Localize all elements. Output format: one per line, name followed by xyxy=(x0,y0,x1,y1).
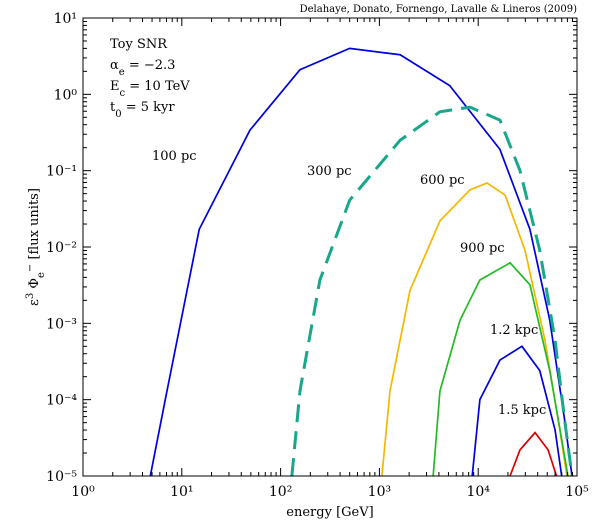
x-tick-label: 10² xyxy=(269,484,292,500)
y-tick-label: 10⁰ xyxy=(54,87,78,103)
info-line: t0 = 5 kyr xyxy=(110,100,175,120)
series-label: 1.5 kpc xyxy=(498,403,546,418)
y-tick-label: 10⁻⁵ xyxy=(46,469,77,485)
y-tick-label: 10⁻⁴ xyxy=(46,393,77,409)
y-axis-title: ε3 Φe− [flux units] xyxy=(25,188,47,306)
x-tick-label: 10⁰ xyxy=(71,484,95,500)
info-line-part: c xyxy=(120,88,126,99)
series-label: 600 pc xyxy=(420,173,465,188)
y-axis-title-part: Φ xyxy=(27,278,42,293)
series-line xyxy=(149,47,573,476)
info-line-part: Toy SNR xyxy=(110,37,168,52)
info-line-part: e xyxy=(119,67,125,78)
y-axis-title-part: − xyxy=(25,264,36,272)
info-line-part: 0 xyxy=(115,109,121,120)
x-tick-label: 10⁵ xyxy=(565,484,589,500)
y-axis-title-part: [flux units] xyxy=(27,188,42,264)
x-tick-label: 10⁴ xyxy=(466,484,490,500)
y-tick-label: 10⁻³ xyxy=(46,316,77,332)
plot-area xyxy=(149,47,574,476)
info-line-part: α xyxy=(110,58,119,73)
series-line xyxy=(471,345,563,476)
series-label: 300 pc xyxy=(307,164,352,179)
info-line-part: E xyxy=(110,79,120,94)
series-line xyxy=(381,182,568,476)
info-line: Ec = 10 TeV xyxy=(110,79,190,99)
y-axis-title-part: ε xyxy=(27,299,42,306)
x-tick-label: 10¹ xyxy=(170,484,193,500)
y-axis-title-part: 3 xyxy=(25,293,36,299)
y-tick-label: 10⁻¹ xyxy=(46,164,77,180)
credit: Delahaye, Donato, Fornengo, Lavalle & Li… xyxy=(300,4,577,15)
info-line-part: = −2.3 xyxy=(125,58,176,73)
y-axis-title-part: e xyxy=(36,272,47,278)
y-tick-label: 10¹ xyxy=(54,11,77,27)
info-line-part: t xyxy=(110,100,116,115)
series-line xyxy=(509,431,558,476)
series-label: 100 pc xyxy=(152,149,197,164)
info-line: αe = −2.3 xyxy=(110,58,175,78)
info-line-part: = 5 kyr xyxy=(122,100,176,115)
y-tick-label: 10⁻² xyxy=(46,240,77,256)
series-line xyxy=(290,105,574,476)
info-line-part: = 10 TeV xyxy=(125,79,190,94)
series-line xyxy=(432,261,569,476)
series-label: 900 pc xyxy=(460,241,505,256)
x-tick-label: 10³ xyxy=(368,484,391,500)
series-label: 1.2 kpc xyxy=(490,323,538,338)
info-line: Toy SNR xyxy=(110,37,168,52)
x-axis-title: energy [GeV] xyxy=(286,505,373,520)
